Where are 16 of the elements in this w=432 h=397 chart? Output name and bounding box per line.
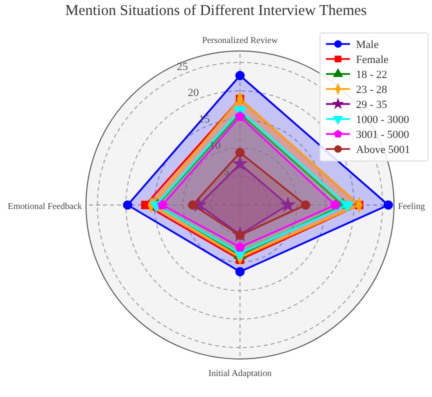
- legend-label: 29 - 35: [356, 99, 388, 111]
- spoke-label: Feeling: [398, 201, 426, 211]
- legend-label: 23 - 28: [356, 84, 388, 96]
- spoke-label: Initial Adaptation: [208, 368, 272, 378]
- y-tick-label: 20: [188, 87, 200, 100]
- legend-label: Above 5001: [356, 144, 410, 156]
- legend-label: Female: [356, 54, 388, 66]
- chart-title: Mention Situations of Different Interview Themes: [65, 3, 367, 19]
- y-tick-label: 25: [176, 60, 188, 73]
- y-tick-label: 5: [223, 166, 230, 178]
- spoke-label: Personalized Review: [202, 35, 278, 45]
- legend-label: 1000 - 3000: [356, 114, 410, 126]
- legend-label: Male: [356, 39, 379, 51]
- legend-label: 3001 - 5000: [356, 129, 410, 141]
- spoke-label: Emotional Feedback: [8, 201, 82, 211]
- legend-label: 18 - 22: [356, 69, 388, 81]
